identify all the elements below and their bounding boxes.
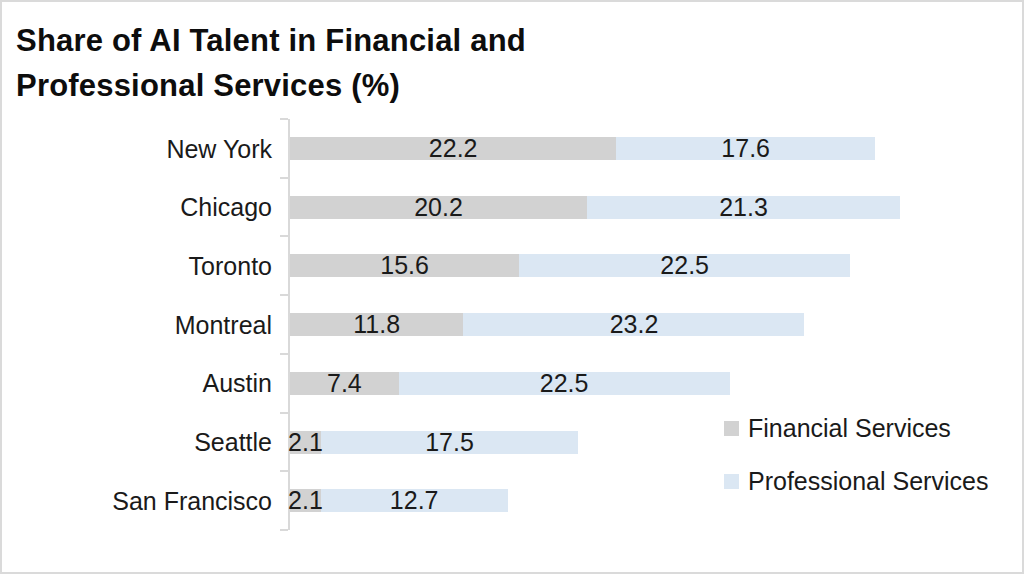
legend-label-financial-services: Financial Services [748, 414, 951, 443]
bar-segment-professional-services-seattle: 17.5 [321, 431, 578, 454]
bar-segment-professional-services-toronto: 22.5 [519, 254, 850, 277]
category-label-toronto: Toronto [2, 251, 272, 281]
legend-swatch-professional-services [724, 474, 739, 489]
bar-segment-financial-services-chicago: 20.2 [290, 196, 587, 219]
data-label: 17.5 [425, 428, 474, 457]
bar-segment-professional-services-austin: 22.5 [399, 372, 730, 395]
category-label-seattle: Seattle [2, 427, 272, 457]
data-label: 2.1 [288, 428, 323, 457]
data-label: 17.6 [721, 134, 770, 163]
data-label: 2.1 [288, 486, 323, 515]
bar-segment-financial-services-san-francisco: 2.1 [290, 489, 321, 512]
y-axis-tick [280, 529, 288, 531]
category-label-chicago: Chicago [2, 192, 272, 222]
bar-segment-professional-services-montreal: 23.2 [463, 313, 804, 336]
data-label: 11.8 [353, 310, 400, 339]
data-label: 20.2 [414, 193, 463, 222]
data-label: 21.3 [719, 193, 768, 222]
category-label-austin: Austin [2, 368, 272, 398]
legend-swatch-financial-services [724, 421, 739, 436]
category-label-new-york: New York [2, 134, 272, 164]
bar-segment-professional-services-san-francisco: 12.7 [321, 489, 508, 512]
legend-item-professional-services: Professional Services [724, 467, 988, 495]
bar-segment-professional-services-chicago: 21.3 [587, 196, 900, 219]
data-label: 12.7 [390, 486, 439, 515]
data-label: 23.2 [610, 310, 659, 339]
y-axis-tick [280, 235, 288, 237]
y-axis-tick [280, 177, 288, 179]
bar-segment-financial-services-new-york: 22.2 [290, 137, 616, 160]
bar-segment-financial-services-seattle: 2.1 [290, 431, 321, 454]
chart-container: Share of AI Talent in Financial and Prof… [0, 0, 1024, 574]
data-label: 22.2 [429, 134, 478, 163]
bar-segment-financial-services-montreal: 11.8 [290, 313, 463, 336]
legend-label-professional-services: Professional Services [748, 467, 988, 496]
y-axis-tick [280, 470, 288, 472]
data-label: 22.5 [540, 369, 589, 398]
y-axis-tick [280, 353, 288, 355]
data-label: 22.5 [660, 251, 709, 280]
y-axis-tick [280, 412, 288, 414]
bar-segment-professional-services-new-york: 17.6 [616, 137, 875, 160]
legend: Financial Services Professional Services [724, 414, 988, 520]
bar-segment-financial-services-toronto: 15.6 [290, 254, 519, 277]
category-label-montreal: Montreal [2, 310, 272, 340]
data-label: 7.4 [327, 369, 362, 398]
category-label-san-francisco: San Francisco [2, 486, 272, 516]
y-axis-tick [280, 118, 288, 120]
bar-segment-financial-services-austin: 7.4 [290, 372, 399, 395]
y-axis-tick [280, 294, 288, 296]
data-label: 15.6 [380, 251, 429, 280]
legend-item-financial-services: Financial Services [724, 414, 988, 442]
